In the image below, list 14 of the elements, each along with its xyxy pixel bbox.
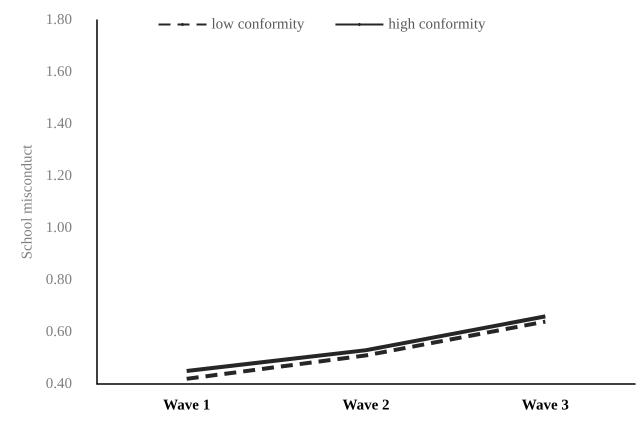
y-tick-label: 0.40 — [46, 376, 72, 392]
x-tick-label: Wave 2 — [342, 398, 390, 414]
y-tick-label: 1.00 — [46, 220, 72, 236]
y-tick-label: 0.80 — [46, 272, 72, 288]
y-tick-label: 1.80 — [46, 12, 72, 28]
y-tick-label: 1.60 — [46, 64, 72, 80]
y-axis-title: School misconduct — [19, 144, 36, 260]
y-tick-label: 0.60 — [46, 324, 72, 340]
x-tick-label: Wave 1 — [163, 398, 210, 414]
x-tick-label: Wave 3 — [522, 398, 569, 414]
legend-label: low conformity — [212, 16, 305, 32]
y-tick-label: 1.20 — [46, 168, 72, 184]
legend-label: high conformity — [388, 16, 486, 32]
y-tick-label: 1.40 — [46, 116, 72, 132]
